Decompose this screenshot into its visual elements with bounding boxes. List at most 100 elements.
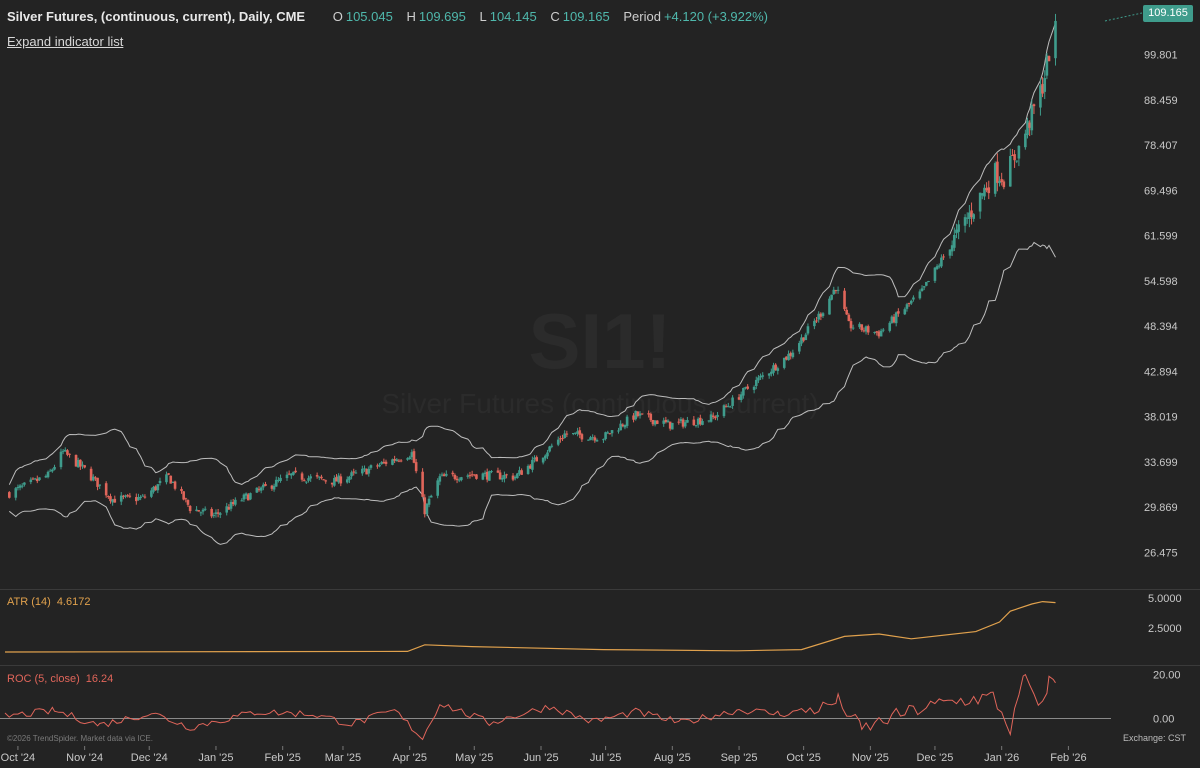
candle-body [167, 473, 170, 475]
candle-body [376, 465, 379, 467]
candle-body [460, 477, 463, 481]
candle [472, 474, 476, 477]
candle [888, 321, 892, 333]
candle-body [972, 214, 975, 219]
candle-body [881, 329, 885, 331]
candle [1054, 13, 1057, 66]
candle-body [864, 326, 868, 332]
candle [528, 463, 532, 469]
price-axis-tick-label: 38.019 [1144, 412, 1178, 424]
candle-body [367, 468, 371, 474]
candle-body [595, 439, 599, 442]
candle-body [59, 451, 63, 468]
candle [511, 473, 515, 482]
candle-body [920, 288, 924, 291]
candle-body [408, 457, 411, 460]
copyright-text: ©2026 TrendSpider. Market data via ICE. [7, 734, 153, 743]
candle-body [610, 430, 614, 434]
candle-body [993, 163, 997, 194]
candle-body [1054, 20, 1057, 59]
candle [879, 328, 883, 337]
candle [330, 482, 334, 488]
candle-body [606, 432, 610, 434]
candle-body [38, 477, 41, 481]
candle-body [739, 394, 743, 400]
atr-axis-tick-label: 2.5000 [1148, 623, 1182, 635]
candle [845, 306, 848, 315]
candle [309, 474, 312, 482]
exchange-label: Exchange: CST [1123, 733, 1187, 743]
atr-legend[interactable]: ATR (14) 4.6172 [7, 596, 90, 608]
candle-body [1017, 145, 1021, 159]
expand-indicator-list-link[interactable]: Expand indicator list [7, 34, 124, 49]
candle-body [731, 397, 734, 406]
candle-body [188, 505, 192, 512]
candle-body [262, 484, 265, 488]
candle [1002, 179, 1006, 190]
candle-body [776, 368, 780, 371]
candle-body [937, 265, 941, 267]
candlestick-series [8, 13, 1057, 519]
candle-body [444, 473, 448, 476]
time-axis-tick-label: Jul '25 [590, 752, 621, 764]
candle [277, 477, 280, 483]
candle [287, 470, 291, 476]
candle [51, 468, 54, 473]
candle [436, 478, 439, 499]
candle-body [270, 485, 274, 489]
candle [382, 458, 386, 465]
candle [44, 474, 48, 479]
candle-body [619, 423, 622, 431]
candle [337, 473, 340, 484]
candle [655, 420, 659, 425]
candle [414, 458, 418, 474]
candle [156, 483, 160, 494]
candle [634, 410, 638, 421]
roc-axis-tick-label: 0.00 [1153, 713, 1174, 725]
candle-body [813, 320, 816, 327]
candle [184, 497, 188, 503]
candle [244, 492, 248, 499]
candle [647, 410, 650, 418]
candle [1000, 172, 1003, 186]
candle [361, 465, 364, 476]
candle [791, 349, 795, 359]
candle-body [602, 439, 605, 441]
candle-body [513, 476, 517, 479]
candle-body [274, 479, 278, 487]
candle-body [48, 470, 52, 472]
price-axis-tick-label: 54.598 [1144, 276, 1178, 288]
candle [694, 424, 698, 428]
candle-body [903, 309, 907, 315]
candle [948, 249, 952, 259]
candle [242, 493, 246, 502]
candle [227, 504, 231, 510]
candle-body [427, 498, 431, 505]
candle [367, 466, 371, 477]
candle [440, 472, 444, 477]
candle [483, 470, 487, 477]
candle [965, 212, 969, 224]
candle [546, 449, 549, 460]
candle-body [81, 464, 84, 466]
high-label: H [406, 9, 416, 24]
candle [320, 474, 323, 480]
candle-body [113, 498, 117, 503]
candle-body [638, 413, 642, 416]
candle [918, 289, 922, 300]
candle [53, 464, 56, 471]
candle [119, 492, 123, 506]
candle [29, 477, 33, 485]
roc-legend[interactable]: ROC (5, close) 16.24 [7, 673, 113, 685]
candle-body [754, 379, 758, 387]
candle [292, 471, 295, 476]
candle [199, 511, 203, 517]
candle [214, 509, 218, 518]
candle-body [199, 512, 203, 514]
candle [873, 331, 876, 335]
time-axis-tick-label: Aug '25 [654, 752, 691, 764]
candle [681, 417, 685, 429]
candle-body [836, 289, 840, 291]
candle-body [231, 502, 235, 505]
